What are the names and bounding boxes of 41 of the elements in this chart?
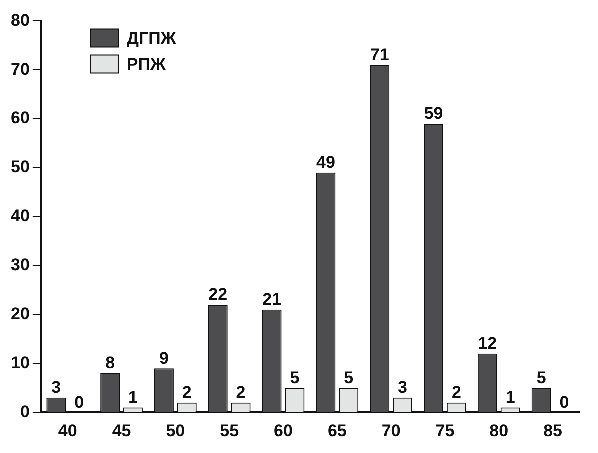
data-label: 5 xyxy=(344,368,354,388)
x-tick-label: 50 xyxy=(166,421,186,440)
data-label: 1 xyxy=(506,388,516,407)
data-label: 49 xyxy=(316,153,336,172)
x-tick-label: 45 xyxy=(112,421,132,440)
data-label: 8 xyxy=(106,354,116,373)
y-tick-label: 30 xyxy=(10,256,30,275)
data-label: 3 xyxy=(398,378,408,398)
data-label: 9 xyxy=(159,348,169,368)
legend-label: ДГПЖ xyxy=(126,28,177,48)
y-tick-label: 40 xyxy=(10,206,30,226)
data-label: 21 xyxy=(262,290,282,310)
y-tick-label: 50 xyxy=(10,158,30,177)
x-tick-label: 60 xyxy=(274,421,293,440)
data-label: 12 xyxy=(478,334,498,354)
data-label: 1 xyxy=(128,388,138,407)
y-tick-label: 60 xyxy=(10,108,30,128)
data-label: 22 xyxy=(208,285,228,304)
data-label: 0 xyxy=(74,392,84,412)
data-label: 0 xyxy=(560,392,570,412)
y-tick-label: 20 xyxy=(10,304,30,324)
x-tick-label: 70 xyxy=(382,421,401,440)
data-label: 71 xyxy=(370,45,390,64)
x-tick-label: 75 xyxy=(436,421,455,440)
x-tick-label: 65 xyxy=(328,421,347,440)
y-tick-label: 70 xyxy=(10,60,30,79)
data-label: 2 xyxy=(452,383,462,402)
data-label: 3 xyxy=(52,378,62,398)
data-label: 2 xyxy=(236,383,246,402)
data-label: 5 xyxy=(536,368,546,388)
data-label: 5 xyxy=(290,368,300,388)
data-label: 59 xyxy=(424,104,444,124)
y-tick-label: 10 xyxy=(10,353,30,372)
x-tick-label: 80 xyxy=(490,421,509,440)
y-tick-label: 80 xyxy=(10,10,30,30)
y-tick-label: 0 xyxy=(20,402,30,422)
x-tick-label: 55 xyxy=(220,421,240,440)
x-tick-label: 85 xyxy=(544,421,563,440)
legend-label: РПЖ xyxy=(126,54,166,74)
data-label: 2 xyxy=(182,383,192,402)
x-tick-label: 40 xyxy=(58,421,78,440)
